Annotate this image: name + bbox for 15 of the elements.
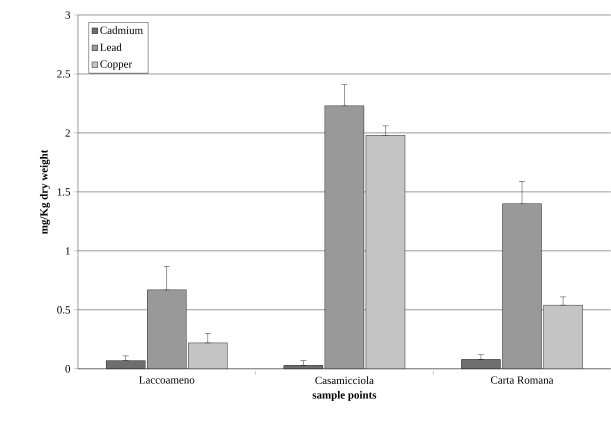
legend-label: Lead — [100, 43, 122, 52]
x-tick-label: Laccoameno — [139, 376, 194, 384]
y-axis-title: mg/Kg dry weight — [40, 150, 50, 234]
y-tick-label: 0.5 — [57, 306, 70, 314]
x-tick-label: Carta Romana — [490, 376, 554, 384]
y-tick-label: 0 — [65, 365, 70, 373]
y-tick-label: 2.5 — [57, 70, 70, 78]
y-tick-label: 3 — [66, 11, 70, 19]
legend-label: Cadmium — [100, 26, 143, 34]
y-tick-label: 1 — [66, 247, 70, 255]
x-axis-title: sample points — [312, 391, 376, 401]
y-tick-label: 1.5 — [58, 188, 70, 196]
y-tick-label: 2 — [65, 129, 70, 137]
x-tick-label: Casamicciola — [315, 376, 374, 384]
legend-label: Copper — [100, 60, 132, 70]
